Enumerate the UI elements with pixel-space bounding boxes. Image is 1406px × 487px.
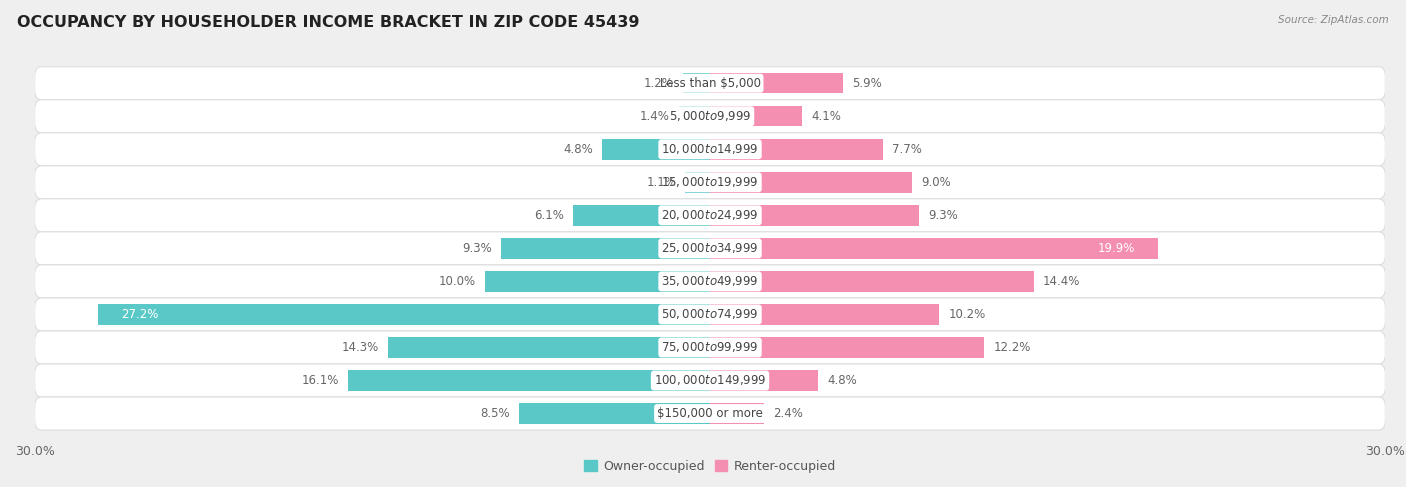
Bar [710,403,763,424]
Bar [710,271,1033,292]
Text: 4.8%: 4.8% [827,374,856,387]
Text: 4.1%: 4.1% [811,110,841,123]
Text: $10,000 to $14,999: $10,000 to $14,999 [661,142,759,156]
Text: $50,000 to $74,999: $50,000 to $74,999 [661,307,759,321]
Text: $15,000 to $19,999: $15,000 to $19,999 [661,175,759,189]
Bar [683,73,710,94]
Text: 10.2%: 10.2% [949,308,986,321]
Bar [710,172,912,192]
FancyBboxPatch shape [35,364,1385,397]
Bar [710,73,842,94]
Text: 7.7%: 7.7% [893,143,922,156]
Text: 16.1%: 16.1% [301,374,339,387]
Bar [519,403,710,424]
Bar [388,337,710,358]
FancyBboxPatch shape [35,298,1385,331]
Text: 27.2%: 27.2% [121,308,157,321]
Bar [710,238,1157,259]
Text: 6.1%: 6.1% [534,209,564,222]
FancyBboxPatch shape [35,133,1385,166]
Bar [710,139,883,160]
Text: 10.0%: 10.0% [439,275,477,288]
Text: Source: ZipAtlas.com: Source: ZipAtlas.com [1278,15,1389,25]
FancyBboxPatch shape [35,166,1385,199]
Text: 9.0%: 9.0% [921,176,952,189]
Bar [710,337,984,358]
FancyBboxPatch shape [35,232,1385,265]
Bar [710,205,920,225]
FancyBboxPatch shape [35,265,1385,298]
Bar [602,139,710,160]
Text: 4.8%: 4.8% [564,143,593,156]
Text: 1.4%: 1.4% [640,110,669,123]
Text: $35,000 to $49,999: $35,000 to $49,999 [661,274,759,288]
FancyBboxPatch shape [35,331,1385,364]
Bar [710,304,939,325]
Text: $25,000 to $34,999: $25,000 to $34,999 [661,242,759,255]
Text: 12.2%: 12.2% [994,341,1031,354]
Text: 14.4%: 14.4% [1043,275,1080,288]
Text: 9.3%: 9.3% [463,242,492,255]
Text: 14.3%: 14.3% [342,341,380,354]
FancyBboxPatch shape [35,67,1385,100]
Text: $75,000 to $99,999: $75,000 to $99,999 [661,340,759,355]
Text: 9.3%: 9.3% [928,209,957,222]
Text: 1.1%: 1.1% [647,176,676,189]
Text: OCCUPANCY BY HOUSEHOLDER INCOME BRACKET IN ZIP CODE 45439: OCCUPANCY BY HOUSEHOLDER INCOME BRACKET … [17,15,640,30]
Bar [347,370,710,391]
FancyBboxPatch shape [35,100,1385,133]
Bar [485,271,710,292]
Text: $20,000 to $24,999: $20,000 to $24,999 [661,208,759,223]
Text: 19.9%: 19.9% [1098,242,1135,255]
Bar [98,304,710,325]
Text: $100,000 to $149,999: $100,000 to $149,999 [654,374,766,388]
Legend: Owner-occupied, Renter-occupied: Owner-occupied, Renter-occupied [579,455,841,478]
Bar [572,205,710,225]
Bar [710,370,818,391]
Text: Less than $5,000: Less than $5,000 [659,77,761,90]
FancyBboxPatch shape [35,199,1385,232]
FancyBboxPatch shape [35,397,1385,430]
Text: 1.2%: 1.2% [644,77,673,90]
Bar [685,172,710,192]
Bar [710,106,803,127]
Bar [501,238,710,259]
Text: 8.5%: 8.5% [481,407,510,420]
Bar [679,106,710,127]
Text: 5.9%: 5.9% [852,77,882,90]
Text: $150,000 or more: $150,000 or more [657,407,763,420]
Text: $5,000 to $9,999: $5,000 to $9,999 [669,109,751,123]
Text: 2.4%: 2.4% [773,407,803,420]
